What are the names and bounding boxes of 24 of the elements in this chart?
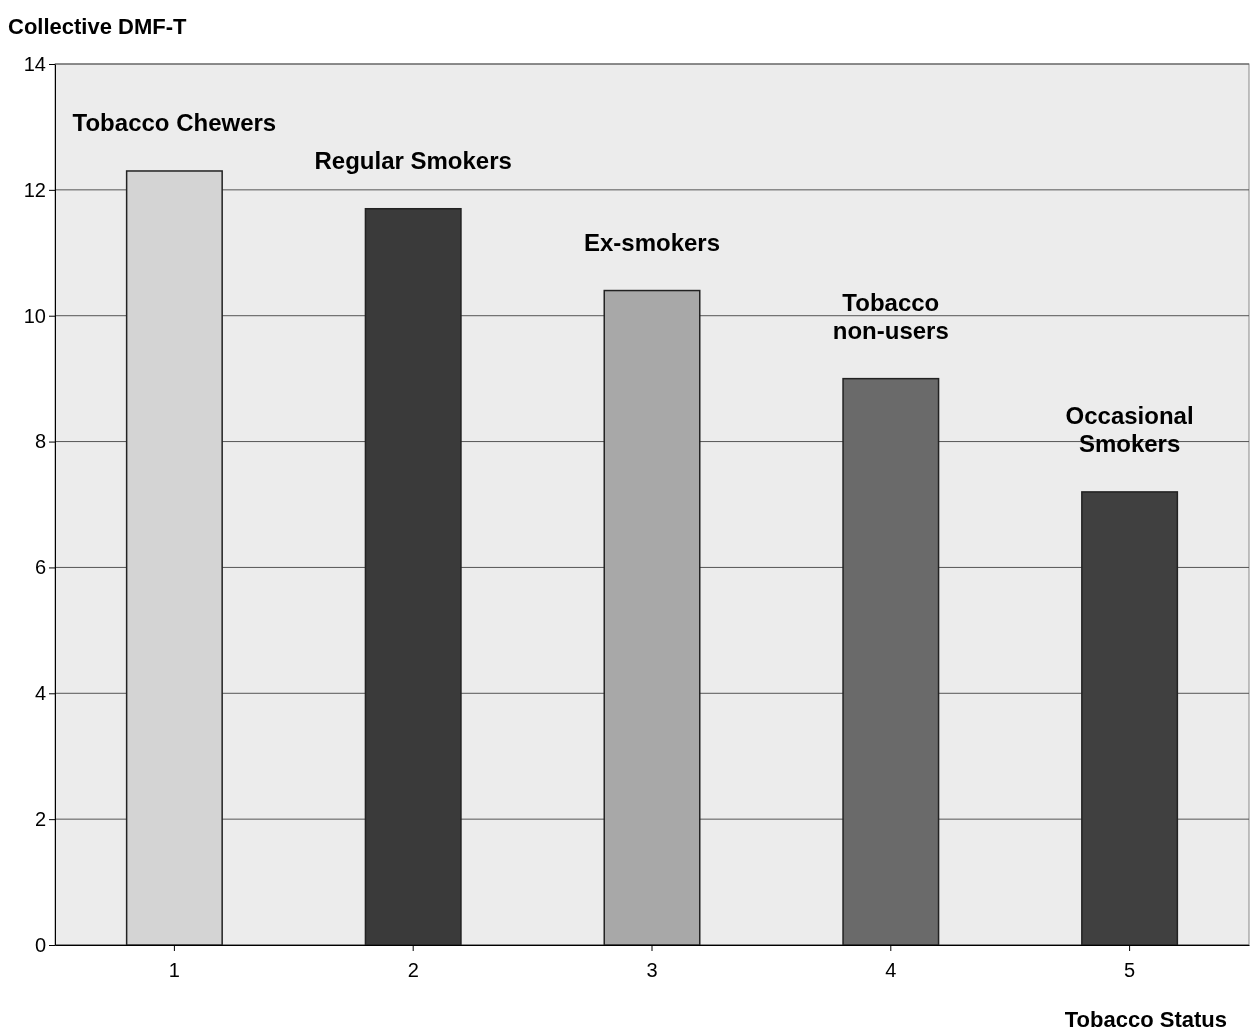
- annotation: Regular Smokers: [314, 146, 512, 174]
- y-tick-label: 2: [34, 808, 46, 831]
- annotation: Tobacco non-users: [832, 288, 949, 344]
- x-tick-label: 5: [1124, 959, 1136, 982]
- x-tick-label: 3: [646, 959, 658, 982]
- bar: [1081, 491, 1179, 946]
- bar: [603, 289, 701, 946]
- y-tick-label: 12: [23, 178, 46, 201]
- x-axis-title: Tobacco Status: [1064, 1007, 1227, 1032]
- x-tick-label: 4: [885, 959, 897, 982]
- annotation: Tobacco Chewers: [72, 108, 277, 136]
- bar: [842, 377, 940, 946]
- y-tick-label: 14: [23, 52, 46, 75]
- y-tick-label: 6: [34, 556, 46, 579]
- bar: [364, 207, 462, 946]
- y-tick-label: 8: [34, 430, 46, 453]
- y-tick-label: 10: [23, 304, 46, 327]
- annotation: Ex-smokers: [583, 228, 721, 256]
- y-tick-label: 0: [34, 933, 46, 956]
- y-axis-title: Collective DMF-T: [8, 14, 188, 39]
- y-tick-label: 4: [34, 682, 46, 705]
- x-tick-label: 1: [168, 959, 180, 982]
- x-tick-label: 2: [407, 959, 419, 982]
- bar: [125, 170, 223, 946]
